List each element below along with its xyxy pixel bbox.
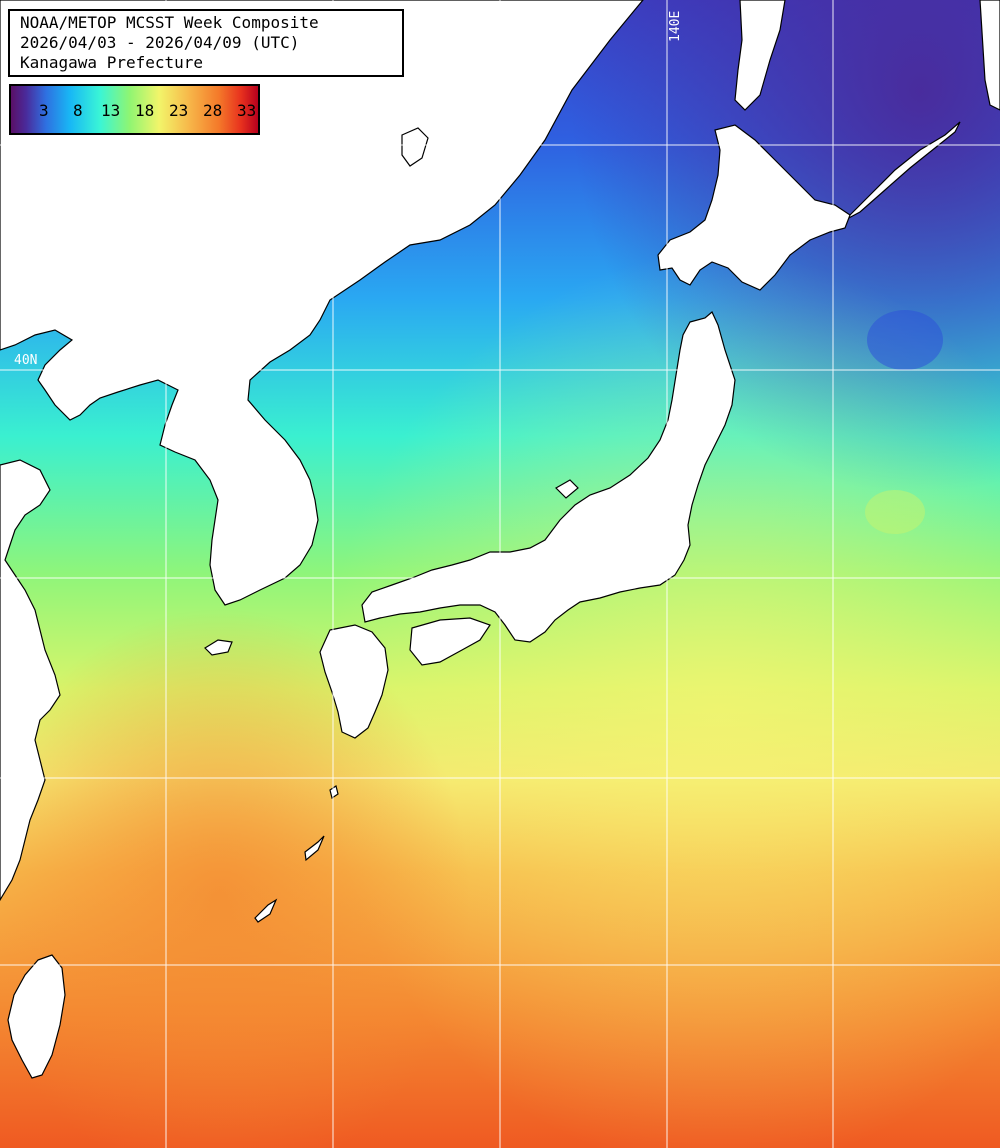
legend-tick-6: 28 xyxy=(203,101,223,120)
shikoku xyxy=(409,617,491,666)
legend-tick-2: 8 xyxy=(73,101,83,120)
legend-tick-1: 3 xyxy=(39,101,49,120)
sado-island xyxy=(555,479,579,499)
legend-tick-5: 23 xyxy=(169,101,189,120)
sakishima-islands xyxy=(254,898,278,923)
warm-eddy xyxy=(865,490,925,534)
legend-tick-4: 18 xyxy=(135,101,155,120)
amami-island xyxy=(329,785,339,799)
asia-mainland xyxy=(0,0,644,606)
latitude-label: 40N xyxy=(14,353,38,368)
okinawa-island xyxy=(304,835,325,862)
china-coast xyxy=(0,459,61,902)
taiwan-island xyxy=(7,954,66,1079)
jeju-island xyxy=(204,639,233,656)
longitude-label: 140E xyxy=(668,10,683,42)
color-scale-legend: 3 8 13 18 23 28 33 xyxy=(9,84,260,135)
title-line-1: NOAA/METOP MCSST Week Composite xyxy=(20,13,319,32)
land xyxy=(0,0,1000,1079)
hokkaido xyxy=(657,124,851,291)
cold-eddy xyxy=(867,310,943,370)
legend-tick-3: 13 xyxy=(101,101,121,120)
sakhalin-island xyxy=(734,0,786,111)
kuril-islands xyxy=(844,121,961,221)
northeast-land xyxy=(979,0,1000,111)
title-line-2: 2026/04/03 - 2026/04/09 (UTC) xyxy=(20,33,300,52)
legend-tick-7: 33 xyxy=(237,101,257,120)
title-box: NOAA/METOP MCSST Week Composite 2026/04/… xyxy=(8,9,404,77)
title-line-3: Kanagawa Prefecture xyxy=(20,53,204,72)
kyushu xyxy=(319,624,389,739)
honshu xyxy=(361,311,736,643)
russian-island-north xyxy=(401,127,429,167)
